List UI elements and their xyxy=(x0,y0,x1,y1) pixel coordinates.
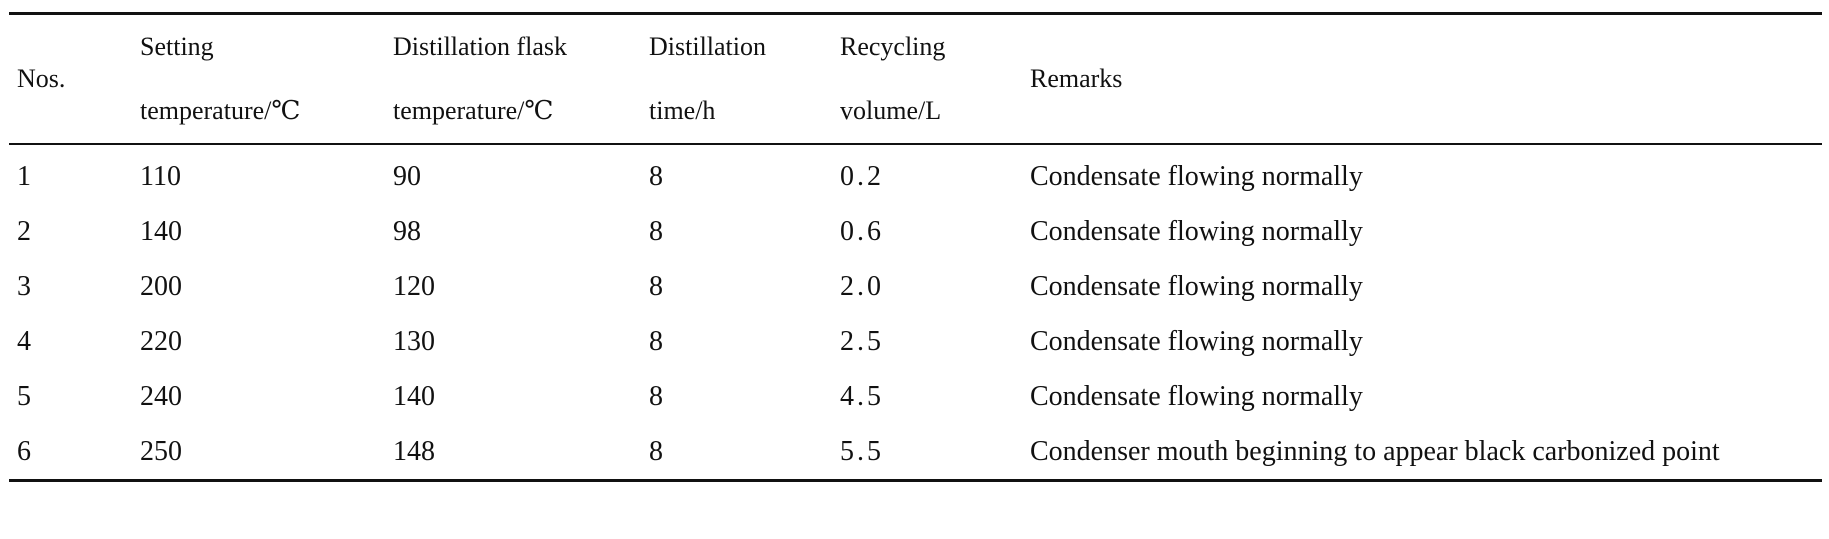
header-remarks: Remarks xyxy=(1030,64,1123,93)
cell-flask-temperature: 140 xyxy=(393,380,435,412)
cell-flask-temperature: 148 xyxy=(393,435,435,467)
cell-recycling-volume: 2.0 xyxy=(840,270,884,302)
cell-setting-temperature: 110 xyxy=(140,160,181,192)
header-row: Nos. Setting temperature/℃ Distillation f… xyxy=(9,15,1822,143)
cell-remarks: Condenser mouth beginning to appear blac… xyxy=(1030,435,1720,467)
top-rule xyxy=(9,12,1822,15)
cell-flask-temperature: 130 xyxy=(393,325,435,357)
table-row: 4 220 130 8 2.5 Condensate flowing norma… xyxy=(9,314,1822,369)
cell-setting-temperature: 200 xyxy=(140,270,182,302)
cell-distillation-time: 8 xyxy=(649,215,663,247)
cell-nos: 5 xyxy=(17,380,31,412)
cell-remarks: Condensate flowing normally xyxy=(1030,325,1363,357)
table-row: 5 240 140 8 4.5 Condensate flowing norma… xyxy=(9,369,1822,424)
bottom-rule xyxy=(9,479,1822,482)
header-rule xyxy=(9,143,1822,145)
cell-setting-temperature: 240 xyxy=(140,380,182,412)
data-table-container: Nos. Setting temperature/℃ Distillation f… xyxy=(9,12,1822,482)
table-row: 2 140 98 8 0.6 Condensate flowing normal… xyxy=(9,204,1822,259)
table-body: 1 110 90 8 0.2 Condensate flowing normal… xyxy=(9,145,1822,479)
cell-remarks: Condensate flowing normally xyxy=(1030,380,1363,412)
table-row: 6 250 148 8 5.5 Condenser mouth beginnin… xyxy=(9,424,1822,479)
cell-recycling-volume: 2.5 xyxy=(840,325,884,357)
cell-distillation-time: 8 xyxy=(649,270,663,302)
cell-recycling-volume: 0.2 xyxy=(840,160,884,192)
cell-setting-temperature: 220 xyxy=(140,325,182,357)
cell-setting-temperature: 140 xyxy=(140,215,182,247)
data-table: Nos. Setting temperature/℃ Distillation f… xyxy=(9,15,1822,143)
table-header: Nos. Setting temperature/℃ Distillation f… xyxy=(9,15,1822,143)
header-distillation-time: Distillation time/h xyxy=(649,32,766,125)
cell-remarks: Condensate flowing normally xyxy=(1030,215,1363,247)
header-flask-temperature: Distillation flask temperature/℃ xyxy=(393,32,568,125)
data-table-body: 1 110 90 8 0.2 Condensate flowing normal… xyxy=(9,145,1822,479)
cell-remarks: Condensate flowing normally xyxy=(1030,160,1363,192)
cell-flask-temperature: 98 xyxy=(393,215,421,247)
cell-flask-temperature: 90 xyxy=(393,160,421,192)
header-nos: Nos. xyxy=(17,64,66,93)
cell-nos: 2 xyxy=(17,215,31,247)
table-row: 3 200 120 8 2.0 Condensate flowing norma… xyxy=(9,259,1822,314)
cell-nos: 3 xyxy=(17,270,31,302)
cell-distillation-time: 8 xyxy=(649,435,663,467)
cell-recycling-volume: 5.5 xyxy=(840,435,884,467)
cell-flask-temperature: 120 xyxy=(393,270,435,302)
cell-distillation-time: 8 xyxy=(649,325,663,357)
header-setting-temperature: Setting temperature/℃ xyxy=(140,32,301,125)
header-recycling-volume: Recycling volume/L xyxy=(840,32,946,125)
table-row: 1 110 90 8 0.2 Condensate flowing normal… xyxy=(9,145,1822,204)
cell-recycling-volume: 4.5 xyxy=(840,380,884,412)
cell-nos: 6 xyxy=(17,435,31,467)
cell-distillation-time: 8 xyxy=(649,160,663,192)
cell-recycling-volume: 0.6 xyxy=(840,215,884,247)
cell-setting-temperature: 250 xyxy=(140,435,182,467)
cell-remarks: Condensate flowing normally xyxy=(1030,270,1363,302)
cell-nos: 4 xyxy=(17,325,31,357)
cell-nos: 1 xyxy=(17,160,31,192)
cell-distillation-time: 8 xyxy=(649,380,663,412)
